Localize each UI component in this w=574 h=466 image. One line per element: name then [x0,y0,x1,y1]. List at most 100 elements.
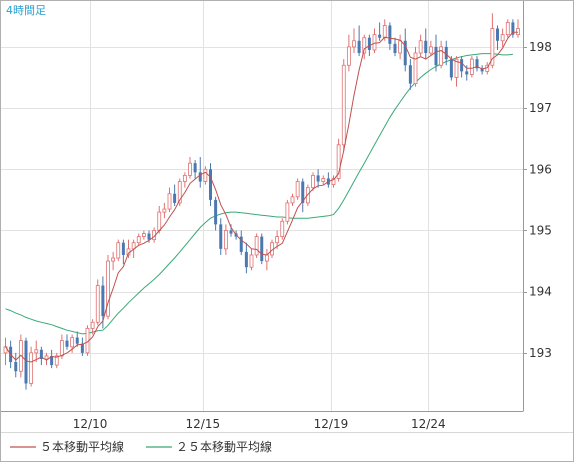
candle [316,169,320,188]
candle [408,59,412,90]
candle [39,346,43,366]
candle [393,37,397,57]
candle-body [162,208,167,213]
candle-body [352,40,356,48]
candle-body [182,175,187,182]
candle [388,22,392,50]
candle [167,187,172,213]
candle [249,248,254,271]
candle [439,40,444,69]
legend-label-ma25: ２５本移動平均線 [176,439,272,454]
candle [449,56,453,81]
candle-body [496,28,499,41]
candle [321,175,326,185]
y-tick-label: 197 [529,101,552,115]
candle-body [59,340,64,357]
candle [111,251,116,271]
candle [352,28,356,54]
candle [469,56,474,78]
candle-body [121,242,125,255]
candle [418,34,423,57]
candle [331,175,336,188]
candle [275,230,280,249]
candle [336,138,341,182]
legend: ５本移動平均線 ２５本移動平均線 [10,439,272,454]
candle-body [434,46,438,66]
candle [428,40,433,57]
candle-body [136,236,141,244]
candle [198,157,202,188]
candle-body [214,199,218,225]
candle [173,184,177,206]
candle-body [475,59,479,69]
candle [290,193,295,206]
y-tick-label: 196 [529,162,552,176]
candle-body [14,362,18,372]
candle [311,172,315,191]
candle-body [34,349,39,354]
candle [18,334,23,378]
candle [75,331,79,347]
candle [475,56,479,72]
candle [480,65,484,75]
candle-body [95,285,100,323]
candle-body [439,46,444,66]
candle [219,218,223,255]
candle-body [336,144,341,179]
candle-body [106,260,110,317]
candle-body [177,181,182,204]
candle-body [393,43,397,54]
candle-body [39,349,43,359]
candle-body [157,211,162,231]
candle-body [295,181,300,198]
y-tick-label: 198 [529,40,552,54]
candle [223,224,228,255]
candle-body [80,343,84,353]
x-ticks: 12/10 12/15 12/19 12/24 [73,417,446,431]
candle [90,319,95,335]
candle [372,28,377,54]
candle-body [367,37,371,50]
candle [44,352,49,366]
candle-body [357,40,361,54]
ma5-line [5,31,518,363]
candle [254,233,259,259]
candle [496,25,499,50]
candle-body [198,172,202,182]
candle [182,172,187,188]
candle [29,346,34,387]
candle [505,19,510,38]
y-tick-label: 195 [529,223,552,237]
candle [295,178,300,200]
candle [106,254,110,320]
candle-body [173,193,177,203]
candle-body [70,337,75,348]
candle-body [141,233,146,237]
candle-body [382,25,387,39]
candle [260,233,264,265]
candle [121,239,125,265]
candle [209,163,212,206]
candle-body [264,254,269,262]
candle-body [244,251,248,268]
candle [203,166,208,185]
candle-body [500,34,505,42]
chart-title: 4時間足 [6,4,46,17]
candle-body [490,28,495,66]
candle [403,28,407,72]
candle-body [167,193,172,210]
candle [285,199,290,225]
candle [34,340,39,363]
ma25-series [5,53,513,335]
candle [65,334,69,350]
candle-body [254,236,259,256]
candle-body [378,34,382,38]
candle-body [516,28,520,36]
candle-body [54,355,59,366]
candle-body [372,34,377,51]
y-tick-label: 194 [529,285,552,299]
candle-body [223,230,228,250]
candle-body [147,233,151,240]
candle-body [188,162,192,176]
